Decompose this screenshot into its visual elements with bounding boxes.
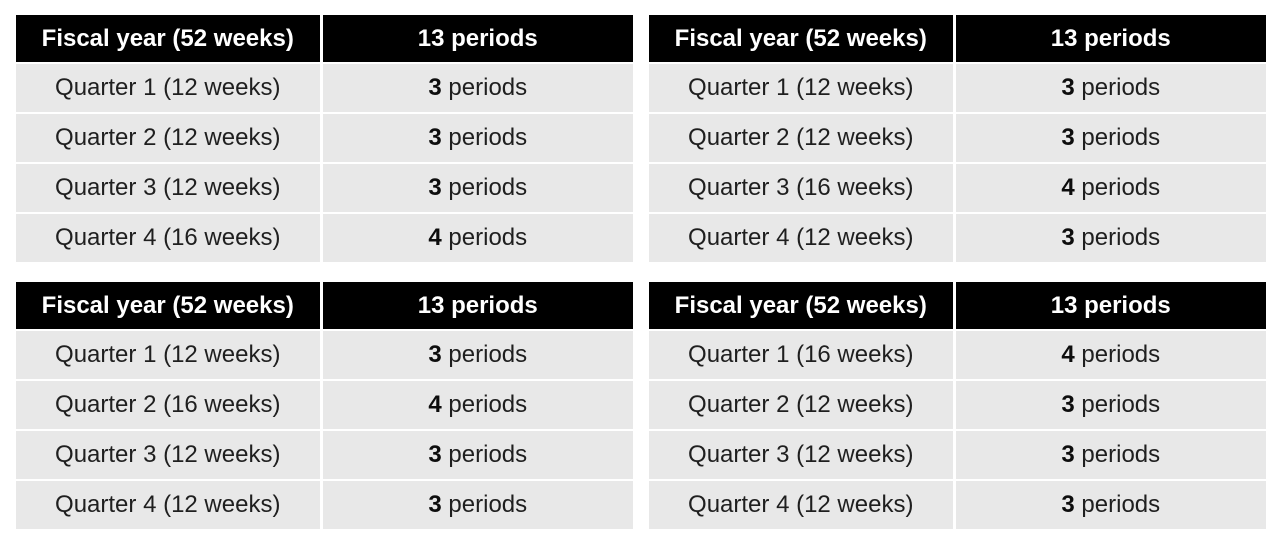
quarter-cell: Quarter 2 (12 weeks) [16,114,320,162]
period-unit: periods [448,74,528,101]
quarter-cell: Quarter 1 (12 weeks) [649,64,953,112]
fiscal-table-bottom-left: Fiscal year (52 weeks) 13 periods Quarte… [16,282,633,531]
period-count: 3 [1061,124,1075,151]
period-count: 3 [428,341,442,368]
quarter-cell: Quarter 3 (12 weeks) [16,431,320,479]
period-count: 3 [428,74,442,101]
period-count: 3 [1061,391,1075,418]
periods-cell: 3 periods [955,114,1266,162]
fiscal-year-header-cell: Fiscal year (52 weeks) [649,15,953,62]
periods-cell: 3 periods [322,114,633,162]
period-unit: periods [1081,391,1161,418]
period-unit: periods [1081,124,1161,151]
period-count: 3 [428,174,442,201]
period-unit: periods [448,174,528,201]
quarter-cell: Quarter 4 (12 weeks) [649,214,953,262]
quarter-cell: Quarter 3 (12 weeks) [649,431,953,479]
period-count: 3 [1061,441,1075,468]
periods-header-cell: 13 periods [955,282,1266,329]
periods-cell: 3 periods [955,481,1266,529]
periods-cell: 4 periods [955,331,1266,379]
period-count: 4 [428,391,442,418]
period-count: 4 [428,224,442,251]
quarter-cell: Quarter 4 (12 weeks) [649,481,953,529]
periods-cell: 4 periods [955,164,1266,212]
fiscal-table-top-right: Fiscal year (52 weeks) 13 periods Quarte… [649,15,1266,264]
period-count: 4 [1061,341,1075,368]
quarter-cell: Quarter 2 (12 weeks) [649,114,953,162]
periods-cell: 3 periods [955,214,1266,262]
periods-cell: 3 periods [955,431,1266,479]
periods-cell: 3 periods [322,64,633,112]
periods-cell: 3 periods [322,481,633,529]
quarter-cell: Quarter 1 (16 weeks) [649,331,953,379]
quarter-cell: Quarter 1 (12 weeks) [16,331,320,379]
periods-cell: 3 periods [322,431,633,479]
period-count: 3 [1061,491,1075,518]
period-unit: periods [448,491,528,518]
period-unit: periods [1081,74,1161,101]
periods-header-cell: 13 periods [322,15,633,62]
periods-cell: 3 periods [955,64,1266,112]
quarter-cell: Quarter 4 (16 weeks) [16,214,320,262]
periods-cell: 3 periods [322,164,633,212]
period-unit: periods [1081,224,1161,251]
periods-header-cell: 13 periods [322,282,633,329]
period-count: 3 [428,491,442,518]
fiscal-year-header-cell: Fiscal year (52 weeks) [16,15,320,62]
period-count: 3 [428,124,442,151]
period-unit: periods [448,341,528,368]
periods-cell: 3 periods [322,331,633,379]
quarter-cell: Quarter 2 (16 weeks) [16,381,320,429]
period-count: 3 [428,441,442,468]
quarter-cell: Quarter 4 (12 weeks) [16,481,320,529]
period-unit: periods [448,391,528,418]
period-count: 3 [1061,74,1075,101]
period-unit: periods [1081,491,1161,518]
quarter-cell: Quarter 1 (12 weeks) [16,64,320,112]
periods-cell: 4 periods [322,381,633,429]
period-unit: periods [448,224,528,251]
period-unit: periods [1081,341,1161,368]
fiscal-table-top-left: Fiscal year (52 weeks) 13 periods Quarte… [16,15,633,264]
period-unit: periods [1081,174,1161,201]
period-count: 3 [1061,224,1075,251]
period-count: 4 [1061,174,1075,201]
quarter-cell: Quarter 3 (12 weeks) [16,164,320,212]
period-unit: periods [448,124,528,151]
fiscal-year-header-cell: Fiscal year (52 weeks) [649,282,953,329]
fiscal-table-bottom-right: Fiscal year (52 weeks) 13 periods Quarte… [649,282,1266,531]
period-unit: periods [448,441,528,468]
periods-header-cell: 13 periods [955,15,1266,62]
period-unit: periods [1081,441,1161,468]
quarter-cell: Quarter 2 (12 weeks) [649,381,953,429]
periods-cell: 4 periods [322,214,633,262]
periods-cell: 3 periods [955,381,1266,429]
fiscal-year-header-cell: Fiscal year (52 weeks) [16,282,320,329]
quarter-cell: Quarter 3 (16 weeks) [649,164,953,212]
